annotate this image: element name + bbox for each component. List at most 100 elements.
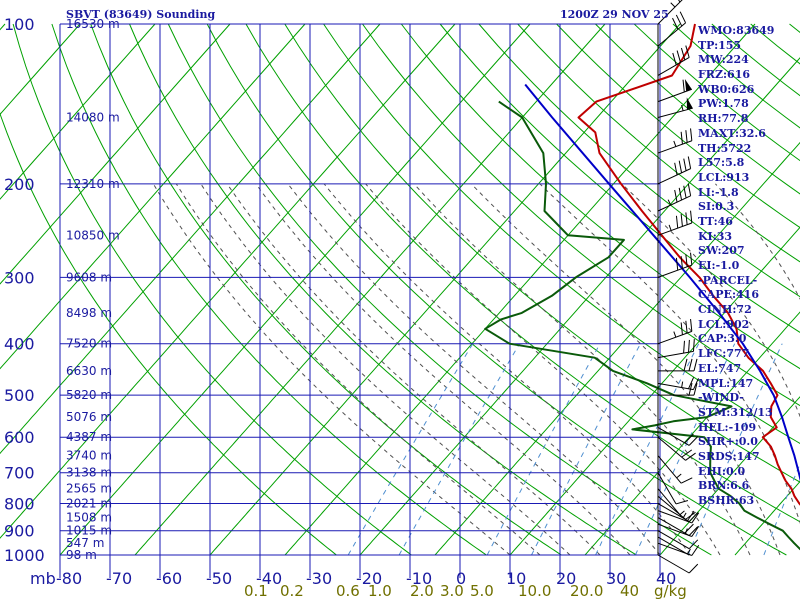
wind-barb-half-flag	[673, 331, 677, 338]
wind-barb-staff	[657, 536, 690, 556]
wind-barb-staff	[657, 22, 686, 47]
wind-barb-staff	[657, 88, 692, 103]
moist-adiabat	[226, 183, 601, 556]
wind-barb-staff	[657, 488, 682, 517]
wind-barb	[657, 45, 690, 76]
moist-adiabat	[152, 183, 511, 556]
temperature-tick-label: -60	[156, 569, 182, 588]
pressure-tick-label: 1000	[4, 546, 45, 565]
x-axis-unit-label: mb	[30, 569, 56, 588]
wind-barb-flag	[693, 358, 698, 371]
index-item: MAXT:32.6	[698, 126, 766, 140]
wind-barb	[657, 156, 692, 185]
temperature-tick-label: 0	[456, 569, 466, 588]
index-item: -PARCEL-	[698, 273, 758, 287]
mixing-ratio-line	[486, 343, 601, 556]
pressure-tick-label: 700	[4, 464, 35, 483]
wind-barb-flag	[674, 189, 678, 203]
wind-barb-staff	[657, 530, 690, 550]
wind-barb-flag	[675, 215, 679, 229]
wind-barb-flag	[688, 436, 699, 446]
wind-barb	[657, 97, 693, 118]
wind-barb-pennant	[684, 79, 692, 92]
wind-barb-staff	[657, 455, 682, 484]
wind-barb	[657, 495, 696, 520]
mixing-ratio-line	[634, 343, 736, 556]
index-item: CAP:3.0	[698, 332, 747, 346]
wind-barb-flag	[683, 158, 687, 171]
wind-barb-flag	[690, 210, 693, 224]
wind-barb-flag	[685, 320, 688, 334]
pressure-tick-label: 600	[4, 428, 35, 447]
temperature-tick-label: -30	[306, 569, 332, 588]
index-item: LFC:777	[698, 347, 750, 361]
wind-barb-staff	[657, 264, 692, 278]
dry-adiabat	[167, 23, 712, 556]
index-item: LI:-1.8	[698, 185, 739, 199]
height-label: 1015 m	[66, 524, 112, 538]
wind-barb-half-flag	[670, 2, 676, 8]
wind-barb-flag	[684, 433, 694, 444]
wind-barbs	[657, 0, 700, 574]
wind-barb-flag	[690, 319, 693, 332]
index-item: EI:-1.0	[698, 259, 740, 272]
height-label: 14080 m	[66, 111, 120, 125]
wind-barb-staff	[657, 330, 692, 345]
wind-barb-flag	[680, 322, 683, 335]
moist-adiabat	[323, 183, 691, 556]
wind-barb-staff	[657, 195, 691, 212]
index-item: SI:0.3	[698, 200, 735, 214]
dry-adiabat	[0, 112, 337, 556]
wind-barb-staff	[657, 436, 686, 461]
wind-barb-flag	[678, 160, 683, 173]
index-item: L57:5.8	[698, 156, 745, 170]
dry-adiabat	[129, 23, 637, 556]
moist-adiabat	[200, 183, 571, 556]
temperature-tick-label: 10	[506, 569, 526, 588]
wind-barb	[657, 339, 695, 359]
wind-barb-flag	[680, 256, 683, 269]
wind-barb-staff	[657, 517, 690, 536]
height-label: 16530 m	[66, 17, 120, 31]
wind-barb	[657, 79, 692, 103]
dry-adiabat	[12, 23, 412, 556]
wind-barb-flag	[675, 14, 683, 27]
index-item: STM:312/13	[698, 405, 773, 419]
isotherm	[434, 141, 800, 556]
isotherm	[359, 57, 800, 556]
wind-barb-flag	[685, 212, 688, 225]
mixing-ratio-label: g/kg	[654, 582, 687, 600]
dry-adiabat	[517, 23, 800, 263]
wind-barb	[657, 455, 693, 484]
wind-barb-staff	[657, 350, 694, 359]
wind-barb-half-flag	[673, 140, 677, 147]
height-label: 98 m	[66, 548, 97, 562]
wind-barb	[657, 377, 699, 391]
index-item: SW:207	[698, 244, 745, 258]
temperature-tick-label: 30	[606, 569, 626, 588]
wind-barb-flag	[691, 512, 700, 524]
wind-barb	[657, 554, 699, 574]
isotherm	[509, 226, 800, 556]
height-label: 5820 m	[66, 388, 112, 402]
dry-adiabat	[206, 23, 787, 556]
temperature-tick-label: -80	[56, 569, 82, 588]
mixing-ratio-label: 20.0	[570, 582, 603, 600]
wind-barb-flag	[683, 185, 687, 199]
mixing-ratio-label: 0.6	[336, 582, 360, 600]
dry-adiabat	[478, 23, 800, 298]
wind-barb-flag	[688, 512, 699, 522]
wind-barb	[657, 488, 685, 517]
wind-barb-flag	[682, 79, 685, 93]
wind-barb-flag	[685, 45, 690, 58]
isotherm	[0, 23, 306, 370]
index-item: KI:33	[698, 229, 733, 243]
chart-time: 1200Z 29 NOV 25	[560, 8, 669, 21]
mixing-ratio-label: 1.0	[368, 582, 392, 600]
wind-barb-flag	[687, 156, 692, 169]
mixing-ratio-label: 40	[620, 582, 639, 600]
height-label: 5076 m	[66, 410, 112, 424]
wind-barb-staff	[657, 510, 692, 524]
wind-barb	[657, 11, 687, 47]
